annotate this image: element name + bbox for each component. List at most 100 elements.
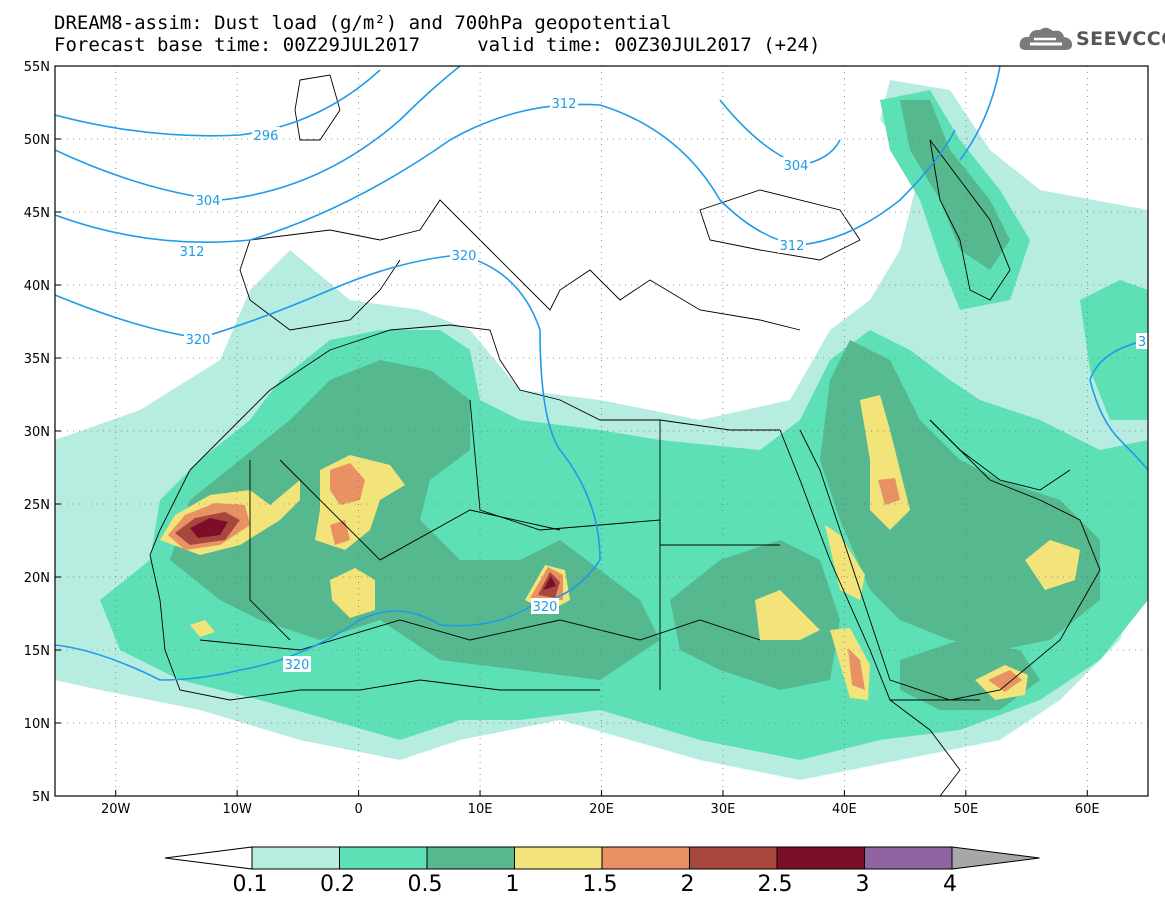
svg-text:296: 296	[254, 129, 279, 144]
border-sahara-2	[279, 459, 561, 561]
colorbar-segment	[251, 846, 340, 870]
dust-level-1.5-eritrea	[848, 648, 865, 690]
colorbar-segment	[426, 846, 515, 870]
dust-level-0.5-caspian	[900, 100, 1010, 270]
colorbar-label: 0.2	[320, 872, 355, 897]
contour-320-east	[1089, 339, 1148, 471]
svg-text:304: 304	[196, 194, 221, 209]
border-sahara-3	[469, 399, 661, 690]
contour-label-10: 320	[283, 656, 311, 673]
colorbar-label: 2	[680, 872, 695, 897]
coast-iberia	[239, 239, 401, 331]
coast-persian-gulf	[929, 419, 1071, 491]
svg-text:320: 320	[285, 658, 310, 673]
contour-320-south	[55, 599, 541, 681]
contour-label-3: 312	[550, 95, 578, 112]
border-egypt	[659, 420, 780, 546]
colorbar-label: 0.1	[232, 872, 268, 897]
coast-caspian	[929, 139, 1011, 301]
colorbar-segment	[601, 846, 690, 870]
coast-redsea	[779, 429, 980, 701]
coast-africa-north	[149, 324, 780, 556]
contour-312-east	[959, 66, 1001, 161]
contour-label-1: 296	[252, 127, 280, 144]
colorbar-segment	[339, 846, 428, 870]
dust-level-1-oman	[1025, 540, 1080, 590]
logo-text: SEEVCCC	[1076, 28, 1165, 50]
contour-label-8: 320	[184, 331, 212, 348]
lon-tick-label: 10W	[222, 802, 252, 817]
coast-britain	[294, 74, 341, 141]
lat-lon-grid	[55, 66, 1148, 796]
dust-level-1.5-niger	[330, 520, 350, 545]
seevccc-logo: SEEVCCC	[1018, 26, 1165, 56]
dust-fields	[55, 80, 1148, 780]
lat-tick-label: 30N	[24, 425, 50, 440]
lat-tick-label: 55N	[24, 60, 50, 75]
contour-label-5: 304	[782, 157, 810, 174]
contour-label-4: 312	[178, 243, 206, 260]
colorbar-label: 1	[505, 872, 520, 897]
coast-africa-west	[149, 554, 600, 701]
lon-tick-label: 0	[354, 802, 362, 817]
contour-label-9: 320	[531, 598, 559, 615]
lat-tick-label: 25N	[24, 498, 50, 513]
lat-tick-label: 35N	[24, 352, 50, 367]
colorbar-segment	[689, 846, 778, 870]
lon-tick-label: 20W	[101, 802, 131, 817]
dust-level-1.5-algeria	[330, 463, 365, 505]
coast-europe	[249, 199, 801, 331]
dust-level-2.5-mauritania	[190, 518, 228, 538]
dust-level-1.5-gulf-aden	[988, 670, 1022, 692]
dust-level-0.5-arabia	[820, 340, 1100, 650]
lon-tick-label: 50E	[953, 802, 978, 817]
lat-tick-label: 50N	[24, 133, 50, 148]
lon-tick-label: 10E	[468, 802, 493, 817]
svg-text:312: 312	[780, 239, 805, 254]
longitude-labels: 20W 10W 0 10E 20E 30E 40E 50E 60E	[101, 790, 1100, 817]
lat-tick-label: 40N	[24, 279, 50, 294]
dust-level-2.5-chad	[543, 576, 556, 590]
svg-text:320: 320	[452, 249, 477, 264]
lat-tick-label: 15N	[24, 644, 50, 659]
lon-tick-label: 30E	[711, 802, 736, 817]
svg-text:304: 304	[784, 159, 809, 174]
contour-label-2: 304	[194, 192, 222, 209]
contour-label-7: 320	[450, 247, 478, 264]
colorbar-segment	[514, 846, 603, 870]
dust-level-1-guinea	[190, 620, 215, 637]
svg-text:312: 312	[180, 245, 205, 260]
colorbar-segment	[776, 846, 865, 870]
coast-blacksea	[699, 189, 861, 261]
contour-label-6: 312	[778, 237, 806, 254]
svg-text:312: 312	[552, 97, 577, 112]
colorbar	[164, 846, 1040, 870]
colorbar-label: 4	[943, 872, 957, 897]
colorbar-segment	[864, 846, 953, 870]
colorbar-label: 3	[855, 872, 870, 897]
map-title: DREAM8-assim: Dust load (g/m²) and 700hP…	[54, 12, 672, 34]
contour-304-west	[55, 66, 461, 201]
contour-296	[55, 69, 381, 137]
lon-tick-label: 40E	[832, 802, 857, 817]
dust-level-1-sudan	[755, 590, 820, 640]
dust-level-0.5-sudan	[670, 540, 840, 690]
lon-tick-label: 60E	[1075, 802, 1100, 817]
colorbar-label: 1.5	[582, 872, 618, 897]
colorbar-segment	[951, 846, 1040, 870]
lat-tick-label: 45N	[24, 206, 50, 221]
latitude-labels: 55N 50N 45N 40N 35N 30N 25N 20N 15N 10N 5N	[24, 60, 61, 805]
contour-label-11: 3	[1136, 333, 1148, 350]
lat-tick-label: 5N	[32, 790, 50, 805]
colorbar-label: 0.5	[407, 872, 443, 897]
coast-arabia	[799, 419, 1101, 701]
dust-level-0.2-iran	[1080, 280, 1148, 420]
coast-hornafrica	[889, 699, 961, 796]
cloud-icon	[1019, 27, 1072, 50]
dust-level-1.5-iraq	[878, 478, 900, 505]
contour-labels: 296 304 312 312 304 312 320 320 320 320 …	[178, 95, 1148, 673]
dust-level-1-redsea	[825, 525, 865, 600]
lat-tick-label: 10N	[24, 717, 50, 732]
border-sahara-1	[249, 460, 291, 641]
